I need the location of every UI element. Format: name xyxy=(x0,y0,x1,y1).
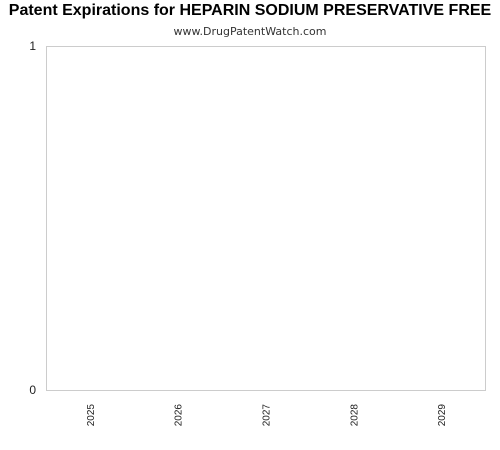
plot-area xyxy=(47,47,486,391)
x-tick-label: 2027 xyxy=(262,404,273,427)
x-tick-label: 2026 xyxy=(174,404,185,427)
x-tick-label: 2029 xyxy=(437,404,448,427)
y-tick-label: 0 xyxy=(29,383,36,397)
x-axis: 2025 2026 2027 2028 2029 xyxy=(86,404,448,427)
x-tick-label: 2028 xyxy=(349,404,360,427)
x-tick-label: 2025 xyxy=(86,404,97,427)
y-axis: 01 xyxy=(29,39,36,397)
y-tick-label: 1 xyxy=(29,39,36,53)
